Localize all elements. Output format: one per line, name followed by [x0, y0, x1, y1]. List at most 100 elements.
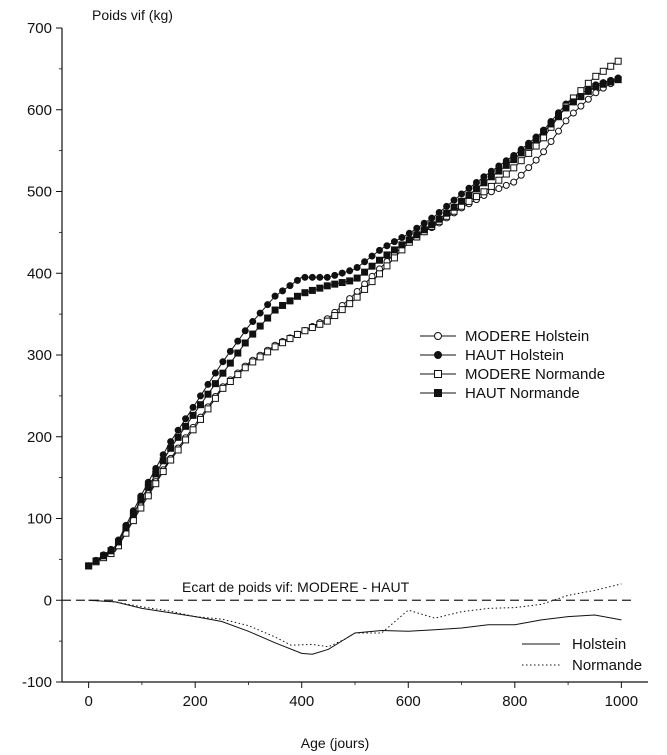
data-point-haut-normande — [323, 282, 331, 290]
data-point-haut-normande — [413, 231, 421, 239]
data-point-haut-normande — [301, 289, 309, 297]
data-point-haut-holstein — [279, 287, 287, 295]
data-point-modere-normande — [584, 79, 592, 87]
data-point-modere-normande — [465, 197, 473, 205]
data-point-haut-normande — [584, 87, 592, 95]
data-point-modere-normande — [353, 293, 361, 301]
data-point-haut-normande — [219, 369, 227, 377]
data-point-modere-normande — [144, 492, 152, 500]
data-point-haut-normande — [487, 173, 495, 181]
data-point-modere-holstein — [525, 164, 533, 172]
legend-marker — [434, 370, 442, 378]
data-point-haut-normande — [405, 236, 413, 244]
data-point-haut-normande — [495, 167, 503, 175]
data-point-haut-normande — [517, 149, 525, 157]
data-point-haut-holstein — [480, 173, 488, 181]
data-point-modere-holstein — [502, 181, 510, 189]
data-point-haut-normande — [398, 241, 406, 249]
data-point-haut-holstein — [241, 327, 249, 335]
data-point-haut-normande — [472, 185, 480, 193]
data-point-haut-normande — [428, 221, 436, 229]
legend-item-holstein: Holstein — [522, 636, 626, 653]
legend-weight-series: MODERE Holstein HAUT Holstein MODERE Norma… — [420, 328, 605, 402]
data-point-haut-holstein — [458, 190, 466, 198]
data-point-haut-holstein — [182, 415, 190, 423]
y-tick-label: 300 — [27, 347, 52, 364]
series-line-normande — [88, 583, 622, 648]
data-point-haut-holstein — [197, 392, 205, 400]
data-point-modere-normande — [219, 384, 227, 392]
data-point-haut-holstein — [167, 438, 175, 446]
data-point-modere-normande — [256, 353, 264, 361]
data-point-modere-holstein — [577, 102, 585, 110]
data-point-modere-normande — [592, 72, 600, 80]
x-axis-title: Age (jours) — [301, 735, 369, 751]
data-point-modere-normande — [532, 142, 540, 150]
data-point-haut-holstein — [323, 273, 331, 281]
data-point-modere-normande — [390, 254, 398, 262]
data-point-modere-normande — [152, 480, 160, 488]
data-point-haut-holstein — [293, 276, 301, 284]
data-point-haut-holstein — [219, 358, 227, 366]
data-point-haut-normande — [271, 306, 279, 314]
y-tick-label: 100 — [27, 511, 52, 528]
legend-label: MODERE Holstein — [465, 328, 589, 345]
data-point-haut-normande — [182, 422, 190, 430]
x-tick-label: 1000 — [605, 693, 638, 710]
data-point-modere-normande — [211, 394, 219, 402]
y-tick-label: -100 — [22, 674, 52, 691]
data-point-haut-normande — [450, 203, 458, 211]
data-point-modere-normande — [346, 300, 354, 308]
data-point-modere-normande — [167, 456, 175, 464]
data-point-haut-normande — [569, 98, 577, 106]
data-point-modere-normande — [316, 320, 324, 328]
series-layer — [62, 57, 636, 655]
data-point-haut-holstein — [331, 271, 339, 279]
data-point-modere-normande — [204, 405, 212, 413]
data-point-modere-normande — [293, 330, 301, 338]
y-tick-label: 400 — [27, 265, 52, 282]
data-point-haut-normande — [264, 314, 272, 322]
data-point-modere-normande — [338, 306, 346, 314]
data-point-modere-holstein — [584, 95, 592, 103]
data-point-modere-normande — [264, 348, 272, 356]
legend-marker — [434, 351, 442, 359]
x-tick-label: 800 — [502, 693, 527, 710]
data-point-modere-holstein — [517, 171, 525, 179]
data-point-haut-holstein — [428, 214, 436, 222]
data-point-haut-normande — [122, 524, 130, 532]
data-point-haut-normande — [114, 538, 122, 546]
data-point-haut-normande — [607, 78, 615, 86]
data-point-haut-holstein — [249, 318, 257, 326]
data-point-haut-holstein — [472, 179, 480, 187]
data-point-modere-normande — [607, 62, 615, 70]
data-point-modere-holstein — [510, 178, 518, 186]
data-point-haut-normande — [197, 401, 205, 409]
data-point-haut-normande — [129, 510, 137, 518]
data-point-haut-normande — [562, 104, 570, 112]
data-point-modere-holstein — [353, 288, 361, 296]
data-point-haut-normande — [100, 552, 108, 560]
data-point-haut-holstein — [204, 380, 212, 388]
data-point-haut-normande — [293, 292, 301, 300]
data-point-haut-holstein — [346, 267, 354, 275]
data-point-haut-normande — [435, 215, 443, 223]
data-point-haut-normande — [502, 161, 510, 169]
data-point-modere-holstein — [555, 127, 563, 135]
data-point-haut-holstein — [256, 309, 264, 317]
data-point-modere-normande — [271, 343, 279, 351]
data-point-modere-holstein — [562, 117, 570, 125]
data-point-haut-holstein — [383, 242, 391, 250]
data-point-haut-normande — [614, 76, 622, 84]
data-point-modere-normande — [249, 358, 257, 366]
data-point-haut-normande — [107, 547, 115, 555]
y-tick-label: 500 — [27, 184, 52, 201]
data-point-haut-holstein — [390, 238, 398, 246]
data-point-haut-normande — [234, 349, 242, 357]
data-point-modere-normande — [577, 87, 585, 95]
data-point-haut-normande — [137, 496, 145, 504]
data-point-modere-normande — [525, 149, 533, 157]
data-point-haut-normande — [465, 191, 473, 199]
legend-label: Holstein — [572, 636, 626, 653]
legend-marker — [434, 389, 442, 397]
